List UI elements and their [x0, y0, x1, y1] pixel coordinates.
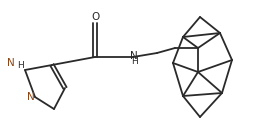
Text: N: N [130, 51, 138, 61]
Text: O: O [91, 12, 99, 22]
Text: N: N [27, 92, 35, 102]
Text: N: N [7, 58, 15, 68]
Text: H: H [18, 62, 24, 70]
Text: H: H [131, 58, 137, 67]
